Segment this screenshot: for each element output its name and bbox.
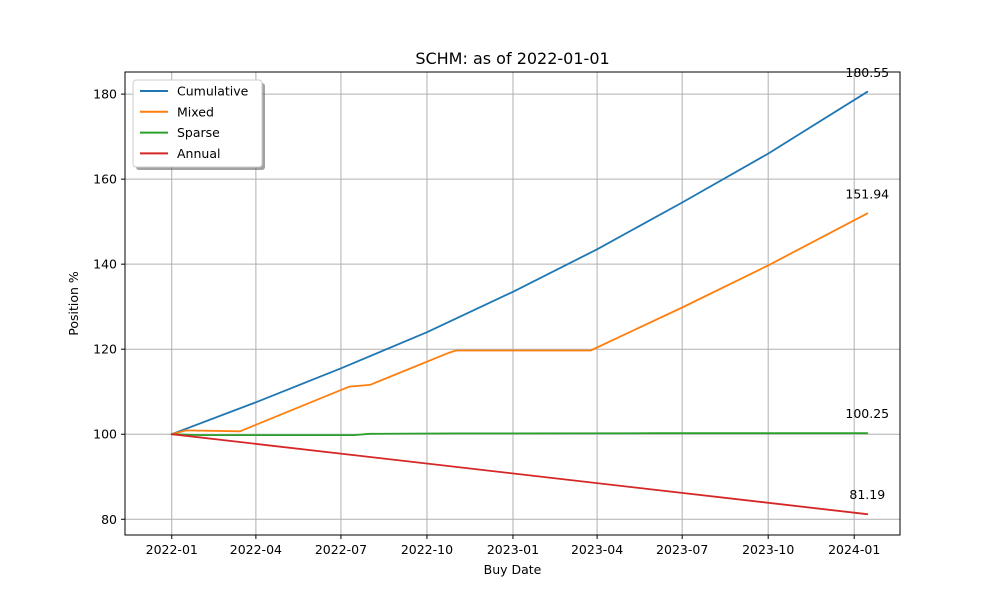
x-axis-label: Buy Date	[484, 562, 542, 577]
legend: Cumulative Mixed Sparse Annual	[132, 79, 265, 170]
chart-title: SCHM: as of 2022-01-01	[415, 49, 609, 68]
end-value-label-cumulative: 180.55	[845, 65, 889, 80]
series-layer	[170, 90, 869, 516]
legend-label-mixed: Mixed	[177, 104, 214, 119]
x-tick-label: 2023-04	[571, 542, 623, 557]
y-tick-label: 120	[93, 342, 117, 357]
legend-box	[132, 79, 263, 168]
x-tick-label: 2023-07	[656, 542, 708, 557]
y-tick-label: 140	[93, 257, 117, 272]
x-tick-label: 2022-10	[401, 542, 453, 557]
end-value-label-annual: 81.19	[849, 487, 885, 502]
y-tick-label: 160	[93, 172, 117, 187]
legend-label-sparse: Sparse	[177, 125, 220, 140]
x-tick-label: 2024-01	[828, 542, 880, 557]
x-tick-label: 2022-04	[230, 542, 282, 557]
series-line-annual	[170, 433, 869, 516]
x-tick-label: 2022-07	[315, 542, 367, 557]
x-tick-label: 2023-01	[487, 542, 539, 557]
legend-items: Cumulative Mixed Sparse Annual	[140, 84, 249, 161]
legend-label-cumulative: Cumulative	[177, 84, 249, 99]
legend-label-annual: Annual	[177, 146, 220, 161]
y-tick-label: 100	[93, 427, 117, 442]
ticks-layer: 2022-01 2022-04 2022-07 2022-10 2023-01 2023-…	[93, 87, 880, 557]
series-line-mixed	[170, 212, 869, 436]
end-value-label-sparse: 100.25	[845, 406, 889, 421]
x-tick-label: 2022-01	[146, 542, 198, 557]
x-tick-label: 2023-10	[742, 542, 794, 557]
series-line-sparse	[170, 432, 869, 437]
y-tick-label: 80	[101, 512, 117, 527]
y-axis-label: Position %	[66, 271, 81, 336]
end-labels-layer: 180.55 151.94 100.25 81.19	[845, 65, 889, 502]
series-line-cumulative	[170, 90, 869, 436]
y-tick-label: 180	[93, 87, 117, 102]
end-value-label-mixed: 151.94	[845, 186, 889, 201]
